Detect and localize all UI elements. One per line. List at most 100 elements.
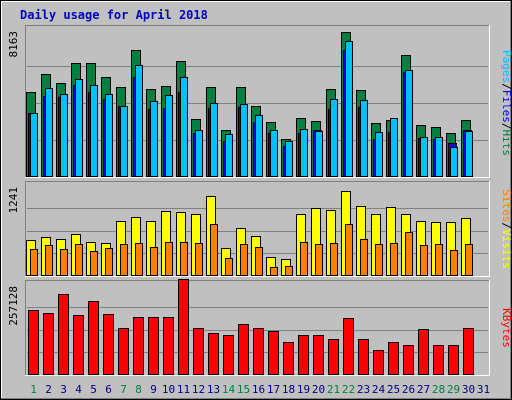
- bar-kbytes-day-6: [103, 314, 114, 375]
- bar-sites-day-11: [180, 242, 188, 276]
- bar-sites-day-4: [75, 244, 83, 276]
- bar-pages-day-28: [435, 137, 443, 177]
- bar-sites-day-6: [105, 248, 113, 276]
- bar-pages-day-16: [255, 115, 263, 177]
- bar-sites-day-3: [60, 249, 68, 276]
- y-max-label: 8163: [7, 31, 20, 58]
- bar-sites-day-17: [270, 267, 278, 276]
- x-tick-label: 1: [30, 383, 37, 396]
- panel-kbytes: [25, 279, 490, 376]
- bar-kbytes-day-16: [253, 328, 264, 375]
- x-tick-label: 4: [75, 383, 82, 396]
- bar-sites-day-21: [330, 243, 338, 276]
- panel-visits-sites: [25, 181, 490, 277]
- bar-kbytes-day-10: [163, 317, 174, 375]
- legend-hits-files-pages: Pages/Files/Hits: [500, 50, 512, 156]
- bar-kbytes-day-30: [463, 328, 474, 375]
- bar-sites-day-22: [345, 224, 353, 276]
- bar-sites-day-25: [390, 243, 398, 276]
- bar-pages-day-21: [330, 99, 338, 177]
- bar-pages-day-10: [165, 95, 173, 177]
- legend-kbytes: KBytes: [500, 308, 512, 348]
- bar-sites-day-9: [150, 247, 158, 276]
- x-tick-label: 6: [105, 383, 112, 396]
- x-tick-label: 24: [372, 383, 386, 396]
- bar-kbytes-day-19: [298, 335, 309, 375]
- bar-kbytes-day-17: [268, 331, 279, 375]
- bar-sites-day-8: [135, 243, 143, 276]
- x-tick-label: 31: [477, 383, 490, 396]
- bar-sites-day-12: [195, 243, 203, 276]
- bar-sites-day-23: [360, 239, 368, 276]
- bar-kbytes-day-15: [238, 324, 249, 375]
- bar-pages-day-13: [210, 103, 218, 177]
- bar-pages-day-14: [225, 134, 233, 177]
- bar-kbytes-day-5: [88, 301, 99, 375]
- legend-entry-kbytes: KBytes: [500, 308, 512, 348]
- x-tick-label: 3: [60, 383, 67, 396]
- x-tick-label: 19: [297, 383, 310, 396]
- legend-visits-sites: Sites/Visits: [500, 189, 512, 269]
- x-tick-label: 20: [312, 383, 325, 396]
- legend-entry-visits: Visits: [500, 229, 512, 269]
- bar-pages-day-23: [360, 100, 368, 177]
- bar-pages-day-19: [300, 129, 308, 177]
- bar-pages-day-29: [450, 147, 458, 177]
- bar-kbytes-day-11: [178, 279, 189, 375]
- bar-kbytes-day-20: [313, 335, 324, 375]
- bar-kbytes-day-9: [148, 317, 159, 375]
- y-max-label: 257128: [7, 286, 20, 326]
- bar-pages-day-9: [150, 101, 158, 177]
- bar-sites-day-27: [420, 245, 428, 276]
- x-tick-label: 28: [432, 383, 445, 396]
- bar-pages-day-27: [420, 137, 428, 177]
- bar-sites-day-28: [435, 244, 443, 276]
- bar-sites-day-24: [375, 244, 383, 276]
- bar-sites-day-2: [45, 245, 53, 276]
- legend-entry-hits: Hits: [500, 130, 512, 157]
- bar-pages-day-12: [195, 130, 203, 177]
- bar-pages-day-8: [135, 65, 143, 177]
- bar-kbytes-day-4: [73, 315, 84, 375]
- bar-pages-day-17: [270, 130, 278, 177]
- bar-kbytes-day-29: [448, 345, 459, 375]
- chart-title: Daily usage for April 2018: [20, 8, 208, 22]
- bar-sites-day-20: [315, 244, 323, 276]
- x-tick-label: 18: [282, 383, 295, 396]
- x-tick-label: 29: [447, 383, 460, 396]
- bar-sites-day-18: [285, 266, 293, 276]
- x-tick-label: 10: [162, 383, 175, 396]
- bar-kbytes-day-2: [43, 313, 54, 375]
- bar-pages-day-15: [240, 104, 248, 177]
- bar-sites-day-5: [90, 251, 98, 276]
- bar-kbytes-day-8: [133, 317, 144, 375]
- x-tick-label: 23: [357, 383, 370, 396]
- x-tick-label: 11: [177, 383, 190, 396]
- bar-pages-day-22: [345, 41, 353, 177]
- bar-pages-day-3: [60, 94, 68, 177]
- bar-kbytes-day-25: [388, 342, 399, 375]
- bar-kbytes-day-21: [328, 339, 339, 375]
- legend-entry-files: Files: [500, 90, 512, 123]
- x-tick-label: 15: [237, 383, 250, 396]
- bar-kbytes-day-3: [58, 294, 69, 375]
- y-max-label: 1241: [7, 187, 20, 214]
- bar-sites-day-14: [225, 258, 233, 276]
- bar-pages-day-1: [30, 113, 38, 177]
- bar-sites-day-26: [405, 232, 413, 276]
- x-tick-label: 7: [120, 383, 127, 396]
- bar-pages-day-7: [120, 106, 128, 177]
- bar-pages-day-5: [90, 85, 98, 177]
- bar-sites-day-1: [30, 249, 38, 276]
- bar-kbytes-day-13: [208, 333, 219, 375]
- x-tick-label: 21: [327, 383, 340, 396]
- legend-entry-pages: Pages: [500, 50, 512, 83]
- bar-pages-day-20: [315, 131, 323, 177]
- bar-kbytes-day-26: [403, 345, 414, 375]
- bar-kbytes-day-12: [193, 328, 204, 375]
- bar-kbytes-day-27: [418, 329, 429, 375]
- bar-sites-day-15: [240, 244, 248, 276]
- bar-pages-day-25: [390, 118, 398, 177]
- bar-sites-day-10: [165, 242, 173, 276]
